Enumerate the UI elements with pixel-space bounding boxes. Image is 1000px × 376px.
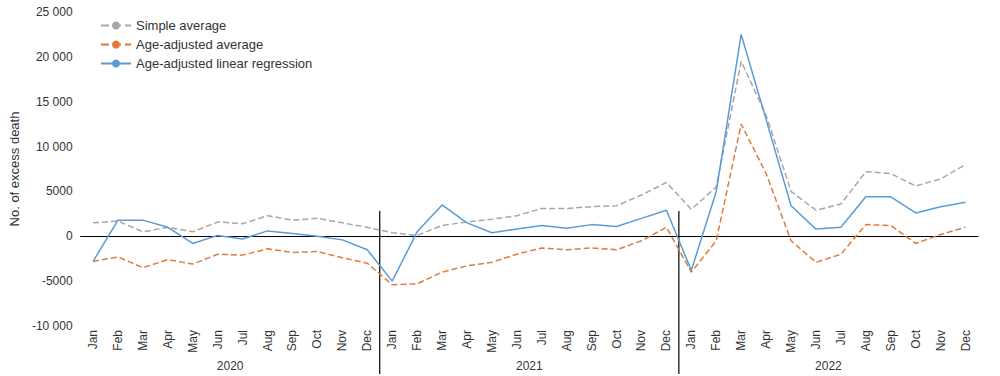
- svg-text:Sep: Sep: [884, 330, 898, 352]
- svg-text:Apr: Apr: [759, 330, 773, 349]
- svg-text:Jan: Jan: [385, 330, 399, 349]
- svg-text:Oct: Oct: [909, 329, 923, 348]
- svg-text:Jan: Jan: [86, 330, 100, 349]
- svg-text:Feb: Feb: [111, 330, 125, 351]
- svg-text:Feb: Feb: [709, 330, 723, 351]
- svg-text:-10 000: -10 000: [32, 319, 73, 333]
- svg-text:Jul: Jul: [236, 330, 250, 345]
- svg-text:10 000: 10 000: [36, 140, 73, 154]
- svg-text:Dec: Dec: [360, 330, 374, 351]
- svg-text:Jul: Jul: [834, 330, 848, 345]
- svg-text:Aug: Aug: [859, 330, 873, 351]
- svg-text:Nov: Nov: [934, 330, 948, 351]
- svg-text:Simple average: Simple average: [136, 18, 226, 33]
- svg-text:2020: 2020: [217, 359, 244, 373]
- svg-text:Mar: Mar: [136, 330, 150, 351]
- svg-text:Aug: Aug: [261, 330, 275, 351]
- svg-text:Apr: Apr: [161, 330, 175, 349]
- svg-text:Sep: Sep: [285, 330, 299, 352]
- svg-text:Apr: Apr: [460, 330, 474, 349]
- svg-text:Jun: Jun: [809, 330, 823, 349]
- svg-text:15 000: 15 000: [36, 95, 73, 109]
- svg-text:May: May: [186, 330, 200, 353]
- svg-text:25 000: 25 000: [36, 5, 73, 19]
- svg-text:0: 0: [66, 229, 73, 243]
- svg-text:May: May: [784, 330, 798, 353]
- svg-text:Jan: Jan: [684, 330, 698, 349]
- svg-text:Mar: Mar: [734, 330, 748, 351]
- svg-text:Jun: Jun: [510, 330, 524, 349]
- svg-text:-5000: -5000: [42, 274, 73, 288]
- svg-text:Oct: Oct: [310, 329, 324, 348]
- svg-text:Sep: Sep: [585, 330, 599, 352]
- svg-text:Oct: Oct: [610, 329, 624, 348]
- svg-text:Aug: Aug: [560, 330, 574, 351]
- svg-text:Nov: Nov: [335, 330, 349, 351]
- svg-text:No. of excess death: No. of excess death: [7, 112, 22, 227]
- svg-text:20 000: 20 000: [36, 50, 73, 64]
- svg-text:Dec: Dec: [959, 330, 973, 351]
- svg-text:Jul: Jul: [535, 330, 549, 345]
- svg-text:Jun: Jun: [211, 330, 225, 349]
- svg-text:Feb: Feb: [410, 330, 424, 351]
- svg-text:2022: 2022: [815, 359, 842, 373]
- svg-text:5000: 5000: [46, 184, 73, 198]
- svg-text:Nov: Nov: [634, 330, 648, 351]
- svg-text:Age-adjusted linear regression: Age-adjusted linear regression: [136, 56, 312, 71]
- svg-text:May: May: [485, 330, 499, 353]
- svg-text:2021: 2021: [516, 359, 543, 373]
- svg-text:Dec: Dec: [659, 330, 673, 351]
- svg-text:Mar: Mar: [435, 330, 449, 351]
- svg-text:Age-adjusted average: Age-adjusted average: [136, 37, 263, 52]
